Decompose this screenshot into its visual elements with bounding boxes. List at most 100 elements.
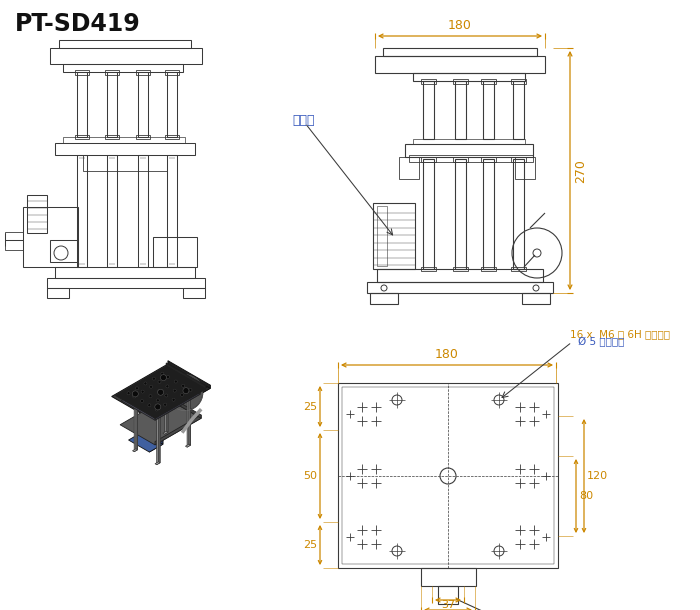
Text: 数显尺: 数显尺 [292,113,314,126]
Text: 25: 25 [303,540,317,550]
Circle shape [172,398,175,401]
Bar [373,203,415,269]
Bar [27,195,47,233]
Bar [413,139,525,144]
Bar [83,155,167,171]
Polygon shape [134,401,138,452]
Polygon shape [155,390,200,420]
Bar [511,79,526,84]
Polygon shape [142,396,163,444]
Bar [421,267,436,271]
Bar [522,293,550,304]
Bar [23,207,78,267]
Bar [455,81,466,139]
Bar [383,48,537,56]
Polygon shape [158,413,160,463]
Polygon shape [157,414,160,465]
Bar [105,70,119,75]
Circle shape [156,399,160,402]
Bar [483,81,494,139]
Polygon shape [136,400,138,450]
Bar [377,269,543,282]
Bar [455,159,466,269]
Bar [63,64,183,72]
Bar [77,72,87,137]
Bar [453,157,468,162]
Polygon shape [132,449,138,452]
Circle shape [144,382,147,385]
Bar [167,72,177,137]
Bar [511,157,526,162]
Circle shape [167,376,169,378]
Bar [483,159,494,269]
Circle shape [181,389,189,396]
Circle shape [158,381,161,383]
Bar [513,159,524,269]
Circle shape [167,375,203,411]
Polygon shape [187,396,190,447]
Bar [481,157,496,162]
Bar [55,143,195,155]
Circle shape [158,389,164,395]
Bar [59,40,191,48]
Bar [405,144,533,157]
Bar [47,278,205,288]
Polygon shape [167,382,168,432]
Bar [167,155,177,267]
Bar [423,81,434,139]
Bar [421,157,436,162]
Circle shape [141,400,144,403]
Bar [136,135,150,139]
Polygon shape [155,415,201,445]
Text: 80: 80 [579,491,593,501]
Bar [183,288,205,298]
Circle shape [183,387,189,393]
Bar [107,155,117,267]
Circle shape [160,375,167,381]
Bar [438,586,458,604]
Bar [377,206,387,266]
Circle shape [149,395,152,398]
Polygon shape [155,462,160,465]
Polygon shape [167,371,200,394]
Circle shape [150,386,153,388]
Bar [165,135,179,139]
Bar [511,267,526,271]
Text: PT-SD419: PT-SD419 [15,12,141,36]
Polygon shape [167,395,201,418]
Bar [421,568,476,586]
Circle shape [153,377,155,380]
Polygon shape [112,364,210,421]
Text: Ø 5 完全贯穿: Ø 5 完全贯穿 [578,337,624,347]
Circle shape [166,385,169,388]
Text: 120: 120 [587,471,608,481]
Bar [105,135,119,139]
Bar [63,137,185,143]
Circle shape [181,384,185,387]
Polygon shape [116,366,206,418]
Circle shape [181,393,183,396]
Text: 270: 270 [574,159,587,183]
Polygon shape [121,375,200,420]
Polygon shape [154,385,210,421]
Bar [453,267,468,271]
Polygon shape [167,363,206,389]
Bar [453,79,468,84]
Text: 180: 180 [448,19,472,32]
Polygon shape [149,409,163,452]
Bar [409,155,533,162]
Bar [399,157,419,179]
Bar [421,79,436,84]
Bar [165,70,179,75]
Circle shape [161,372,164,375]
Circle shape [127,392,130,395]
Bar [77,155,87,267]
Polygon shape [168,361,210,389]
Text: 180: 180 [435,348,459,361]
Bar [375,56,545,73]
Bar [136,70,150,75]
Circle shape [133,395,136,398]
Circle shape [155,408,158,411]
Bar [370,293,398,304]
Polygon shape [186,444,190,447]
